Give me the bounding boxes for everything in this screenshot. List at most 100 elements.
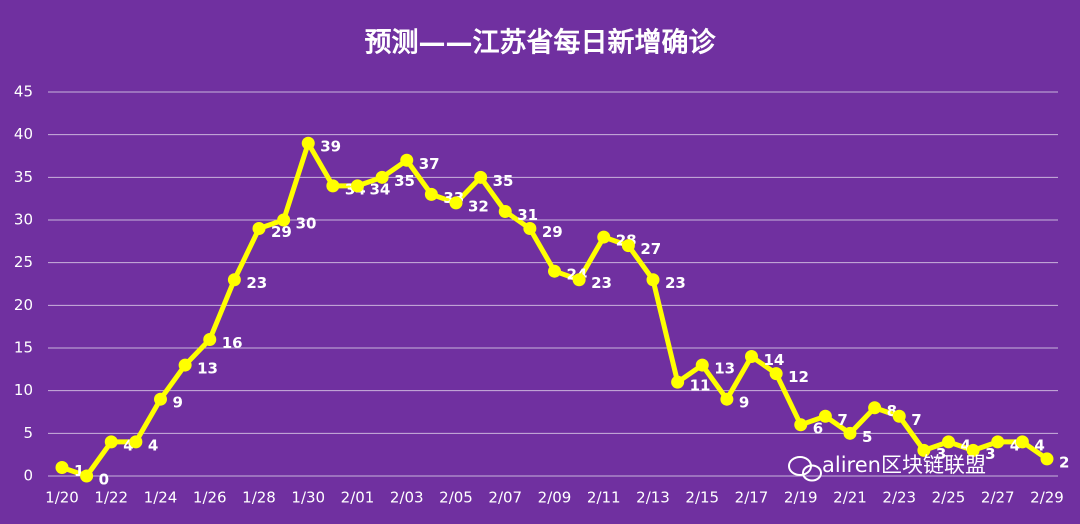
data-label: 29 <box>542 223 563 241</box>
x-tick-label: 2/07 <box>488 489 522 507</box>
y-tick-label: 5 <box>23 424 33 442</box>
x-tick-label: 1/28 <box>242 489 276 507</box>
data-label: 13 <box>197 360 218 378</box>
data-label: 35 <box>493 172 514 190</box>
marker <box>1040 452 1054 466</box>
x-tick-label: 1/20 <box>45 489 79 507</box>
x-tick-label: 2/19 <box>784 489 818 507</box>
data-label: 5 <box>862 428 872 446</box>
y-tick-label: 20 <box>14 296 33 314</box>
marker <box>129 435 143 449</box>
data-label: 16 <box>222 334 243 352</box>
x-tick-label: 1/26 <box>193 489 227 507</box>
data-label: 4 <box>123 436 133 454</box>
x-tick-label: 2/01 <box>341 489 375 507</box>
marker <box>326 179 340 193</box>
x-tick-label: 2/23 <box>882 489 916 507</box>
data-label: 7 <box>837 411 847 429</box>
y-tick-label: 45 <box>14 83 33 101</box>
data-label: 29 <box>271 223 292 241</box>
data-label: 37 <box>419 155 440 173</box>
x-tick-label: 1/30 <box>291 489 325 507</box>
data-label: 23 <box>665 274 686 292</box>
data-label: 30 <box>296 215 317 233</box>
data-label: 39 <box>320 138 341 156</box>
data-label: 4 <box>1034 436 1044 454</box>
x-tick-label: 1/24 <box>144 489 178 507</box>
data-label: 3 <box>936 445 946 463</box>
marker <box>55 460 69 474</box>
data-label: 9 <box>739 394 749 412</box>
data-label: 1 <box>74 462 84 480</box>
marker <box>892 409 906 423</box>
data-label: 32 <box>468 197 489 215</box>
y-tick-label: 35 <box>14 168 33 186</box>
marker <box>375 170 389 184</box>
marker <box>868 401 882 415</box>
marker <box>942 435 955 449</box>
marker <box>572 273 586 287</box>
x-tick-label: 2/29 <box>1030 489 1064 507</box>
marker <box>523 222 537 236</box>
marker <box>252 222 266 236</box>
y-tick-label: 10 <box>14 381 33 399</box>
marker <box>769 367 783 381</box>
marker <box>498 204 512 218</box>
x-tick-label: 2/15 <box>685 489 719 507</box>
marker <box>818 409 832 423</box>
y-tick-label: 25 <box>14 253 33 271</box>
x-tick-label: 1/22 <box>94 489 128 507</box>
marker <box>1015 435 1029 449</box>
x-tick-label: 2/27 <box>981 489 1015 507</box>
marker <box>548 264 561 278</box>
marker <box>695 358 709 372</box>
data-label: 9 <box>173 394 183 412</box>
data-label: 4 <box>148 436 158 454</box>
data-label: 13 <box>714 360 735 378</box>
data-label: 23 <box>246 274 267 292</box>
data-label: 14 <box>764 351 785 369</box>
y-tick-label: 0 <box>23 467 33 485</box>
data-label: 31 <box>517 206 538 224</box>
data-label: 6 <box>813 419 823 437</box>
marker <box>424 187 438 201</box>
marker <box>474 170 488 184</box>
data-label: 3 <box>985 445 995 463</box>
marker <box>720 392 734 406</box>
data-label: 35 <box>394 172 415 190</box>
data-label: 8 <box>887 402 897 420</box>
data-label: 4 <box>1010 436 1020 454</box>
marker <box>966 443 980 457</box>
x-tick-label: 2/09 <box>538 489 572 507</box>
y-tick-label: 15 <box>14 339 33 357</box>
y-tick-label: 30 <box>14 211 33 229</box>
data-label: 12 <box>788 368 809 386</box>
y-tick-label: 40 <box>14 125 33 143</box>
x-tick-label: 2/25 <box>932 489 966 507</box>
watermark-icon <box>788 456 822 482</box>
data-label: 2 <box>1059 453 1069 471</box>
data-label: 7 <box>911 411 921 429</box>
x-tick-label: 2/11 <box>587 489 621 507</box>
watermark: aliren区块链联盟 <box>822 453 986 477</box>
marker <box>104 435 118 449</box>
marker <box>917 443 931 457</box>
data-label: 11 <box>690 377 711 395</box>
x-tick-label: 2/05 <box>439 489 473 507</box>
marker <box>154 392 167 406</box>
marker <box>227 273 241 287</box>
marker <box>597 230 611 244</box>
x-tick-label: 2/21 <box>833 489 867 507</box>
marker <box>843 426 857 440</box>
data-label: 0 <box>99 471 109 489</box>
marker <box>351 179 364 193</box>
x-tick-label: 2/17 <box>735 489 769 507</box>
marker <box>449 196 463 210</box>
data-label: 34 <box>370 180 391 198</box>
data-label: 4 <box>961 436 971 454</box>
marker <box>794 418 808 432</box>
marker <box>671 375 685 389</box>
marker <box>621 239 635 253</box>
data-label: 27 <box>640 240 661 258</box>
